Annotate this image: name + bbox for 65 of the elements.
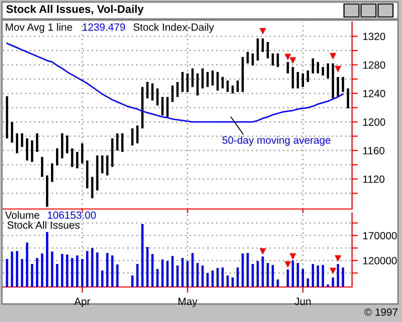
y-tick-label: 170000 [363, 232, 397, 240]
annotation: 106153.00 [48, 211, 96, 219]
bar [56, 148, 58, 166]
bar [306, 70, 309, 82]
bar [66, 135, 68, 154]
point [330, 268, 336, 274]
annotation: Stock Index-Daily [133, 23, 214, 33]
point [290, 253, 296, 260]
bar [236, 80, 239, 92]
bar [286, 62, 289, 74]
bar [266, 42, 269, 58]
y-tick-label: 1240 [363, 90, 386, 98]
y-tick-label: 1200 [363, 118, 386, 126]
point [334, 66, 342, 72]
point [330, 53, 336, 60]
bar [76, 152, 78, 168]
point [259, 28, 266, 35]
bar [96, 155, 98, 190]
bar [101, 155, 104, 174]
bar [61, 133, 64, 158]
bar [86, 160, 88, 188]
bar [71, 148, 74, 167]
bar [222, 76, 224, 88]
y-tick-label: 1280 [363, 61, 386, 69]
bar [116, 133, 118, 150]
bar [46, 175, 48, 207]
bar [246, 52, 249, 64]
annotation: Mov Avg 1 line [6, 23, 72, 33]
point [284, 261, 292, 268]
x-tick-label: May [178, 298, 198, 308]
bar [296, 72, 299, 88]
x-tick-label: Apr [74, 298, 90, 308]
bar [276, 53, 279, 67]
bar [292, 66, 294, 88]
bar [262, 38, 264, 52]
bar [131, 128, 134, 146]
x-tick-label: Jun [294, 298, 311, 306]
point [259, 248, 266, 255]
bar [272, 53, 274, 66]
point [290, 57, 296, 64]
y-tick-label: 1320 [363, 32, 386, 40]
bar [252, 53, 254, 66]
bar [302, 73, 304, 87]
bar [81, 143, 84, 164]
bar [51, 163, 54, 182]
bar [91, 176, 94, 198]
annotation: Volume [5, 211, 40, 219]
bar [106, 155, 108, 176]
bar [232, 86, 234, 94]
y-tick-label: 1120 [363, 176, 384, 183]
annotation: 1239.479 [82, 23, 125, 31]
point [284, 54, 292, 60]
bar [111, 138, 114, 167]
bar [256, 38, 259, 61]
bar [226, 80, 229, 92]
chart-title: Stock All Issues, Vol-Daily [6, 4, 144, 16]
y-tick-label: 120000 [363, 257, 397, 264]
annotation: 50-day moving average [222, 136, 330, 146]
text: © 1997 [364, 308, 398, 316]
point [334, 255, 342, 262]
bar [121, 133, 124, 152]
annotation: Stock All Issues [7, 221, 80, 229]
bar [242, 56, 244, 92]
y-tick-label: 1160 [363, 146, 384, 154]
line-series [6, 42, 344, 123]
